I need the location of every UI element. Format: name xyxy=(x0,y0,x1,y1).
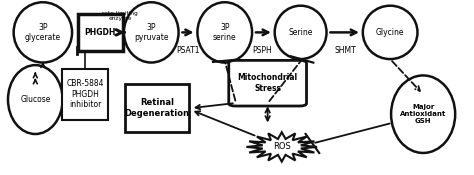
Ellipse shape xyxy=(14,2,72,62)
Ellipse shape xyxy=(197,2,252,62)
FancyBboxPatch shape xyxy=(78,14,123,51)
FancyBboxPatch shape xyxy=(125,84,189,132)
Text: 3P
glycerate: 3P glycerate xyxy=(25,23,61,42)
FancyBboxPatch shape xyxy=(229,60,307,106)
Text: rate limiting
enzyme: rate limiting enzyme xyxy=(102,11,138,21)
Text: Mitochondrial
Stress: Mitochondrial Stress xyxy=(237,74,298,93)
Text: PSAT1: PSAT1 xyxy=(176,46,199,55)
Text: PSPH: PSPH xyxy=(253,46,273,55)
Text: CBR-5884
PHGDH
inhibitor: CBR-5884 PHGDH inhibitor xyxy=(66,79,104,109)
Ellipse shape xyxy=(124,2,179,62)
Text: Major
Antioxidant
GSH: Major Antioxidant GSH xyxy=(400,104,447,124)
Ellipse shape xyxy=(363,6,418,59)
FancyBboxPatch shape xyxy=(63,69,108,120)
Text: PHGDH: PHGDH xyxy=(85,28,116,37)
Text: SHMT: SHMT xyxy=(335,46,356,55)
Text: Serine: Serine xyxy=(288,28,313,37)
Ellipse shape xyxy=(275,6,327,59)
Ellipse shape xyxy=(391,75,455,153)
Text: 3P
pyruvate: 3P pyruvate xyxy=(134,23,168,42)
Polygon shape xyxy=(246,132,317,162)
Text: Glucose: Glucose xyxy=(20,95,51,104)
Text: 3P
serine: 3P serine xyxy=(213,23,237,42)
Ellipse shape xyxy=(8,65,63,134)
Text: Retinal
Degeneration: Retinal Degeneration xyxy=(124,99,190,118)
Text: Glycine: Glycine xyxy=(376,28,404,37)
Text: ROS: ROS xyxy=(273,142,291,151)
